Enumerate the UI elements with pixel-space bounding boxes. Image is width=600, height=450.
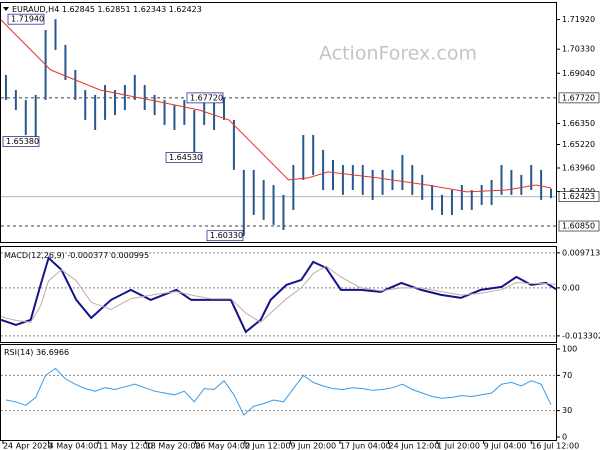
price-panel <box>0 2 557 243</box>
x-tick-label: 24 Jun 12:00 <box>389 442 440 450</box>
indicator-line <box>0 265 557 323</box>
watermark: ActionForex.com <box>319 43 477 65</box>
y-tick-label: 30 <box>562 406 572 415</box>
indicator-line <box>0 256 557 334</box>
annotation: 1.67720 <box>190 93 223 102</box>
symbol: EURAUD,H4 <box>12 5 59 14</box>
macd-title: MACD(12,26,9) <box>4 251 65 260</box>
annotation-box <box>165 152 203 163</box>
close-label-box <box>558 191 600 202</box>
open: 1.62845 <box>62 5 95 14</box>
rsi-header: RSI(14) 36.6966 <box>4 348 69 357</box>
y-tick-label: -0.013302 <box>562 331 600 340</box>
annotation: 1.65380 <box>6 137 39 146</box>
level-label: 1.60850 <box>562 222 595 231</box>
moving-average <box>0 19 552 193</box>
price-header: EURAUD,H4 1.62845 1.62851 1.62343 1.6242… <box>12 5 202 14</box>
signal-value: 0.000995 <box>111 251 149 260</box>
x-tick-label: 2 Jun 12:00 <box>245 442 291 450</box>
high: 1.62851 <box>97 5 130 14</box>
macd-value: -0.000377 <box>67 251 108 260</box>
level-label-box <box>558 92 600 104</box>
level-label-box <box>558 220 600 232</box>
x-tick-label: 18 May 20:00 <box>146 442 201 450</box>
x-tick-label: 24 Apr 2020 <box>3 442 52 450</box>
y-tick-label: 70 <box>562 371 572 380</box>
close-label: 1.62423 <box>562 192 595 201</box>
rsi-panel <box>0 344 557 441</box>
macd-panel <box>0 246 557 343</box>
annotation-box <box>186 92 224 104</box>
annotation: 1.71940 <box>11 15 44 24</box>
rsi-value: 36.6966 <box>36 348 69 357</box>
x-tick-label: 11 May 12:00 <box>98 442 153 450</box>
rsi-title: RSI(14) <box>4 348 33 357</box>
y-tick-label: 1.63960 <box>562 164 595 173</box>
close: 1.62423 <box>169 5 202 14</box>
low: 1.62343 <box>133 5 166 14</box>
indicator-line <box>5 367 552 416</box>
header-marker <box>3 7 9 11</box>
x-tick-label: 1 Jul 20:00 <box>437 442 480 450</box>
y-tick-label: 1.65220 <box>562 140 595 149</box>
annotation-box <box>7 13 45 25</box>
x-tick-label: 26 May 04:00 <box>195 442 250 450</box>
y-tick-label: 0.009713 <box>562 248 600 257</box>
y-tick-label: 1.69040 <box>562 69 595 78</box>
annotation-box <box>206 230 244 242</box>
y-tick-label: 100 <box>562 345 577 354</box>
macd-header: MACD(12,26,9) -0.000377 0.000995 <box>4 251 149 260</box>
annotation: 1.64530 <box>169 153 202 162</box>
x-tick-label: 9 Jul 04:00 <box>484 442 527 450</box>
y-tick-label: 0.00 <box>562 283 580 292</box>
y-tick-label: 1.70330 <box>562 45 595 54</box>
x-tick-label: 17 Jun 04:00 <box>340 442 391 450</box>
x-tick-label: 9 Jun 20:00 <box>290 442 336 450</box>
level-label: 1.67720 <box>562 93 595 102</box>
x-tick-label: 4 May 04:00 <box>49 442 99 450</box>
y-tick-label: 1.66350 <box>562 119 595 128</box>
annotation: 1.60330 <box>210 231 243 240</box>
x-tick-label: 16 Jul 12:00 <box>531 442 579 450</box>
y-tick-label: 1.71920 <box>562 15 595 24</box>
annotation-box <box>2 136 40 147</box>
y-tick-label: 0 <box>562 433 567 442</box>
